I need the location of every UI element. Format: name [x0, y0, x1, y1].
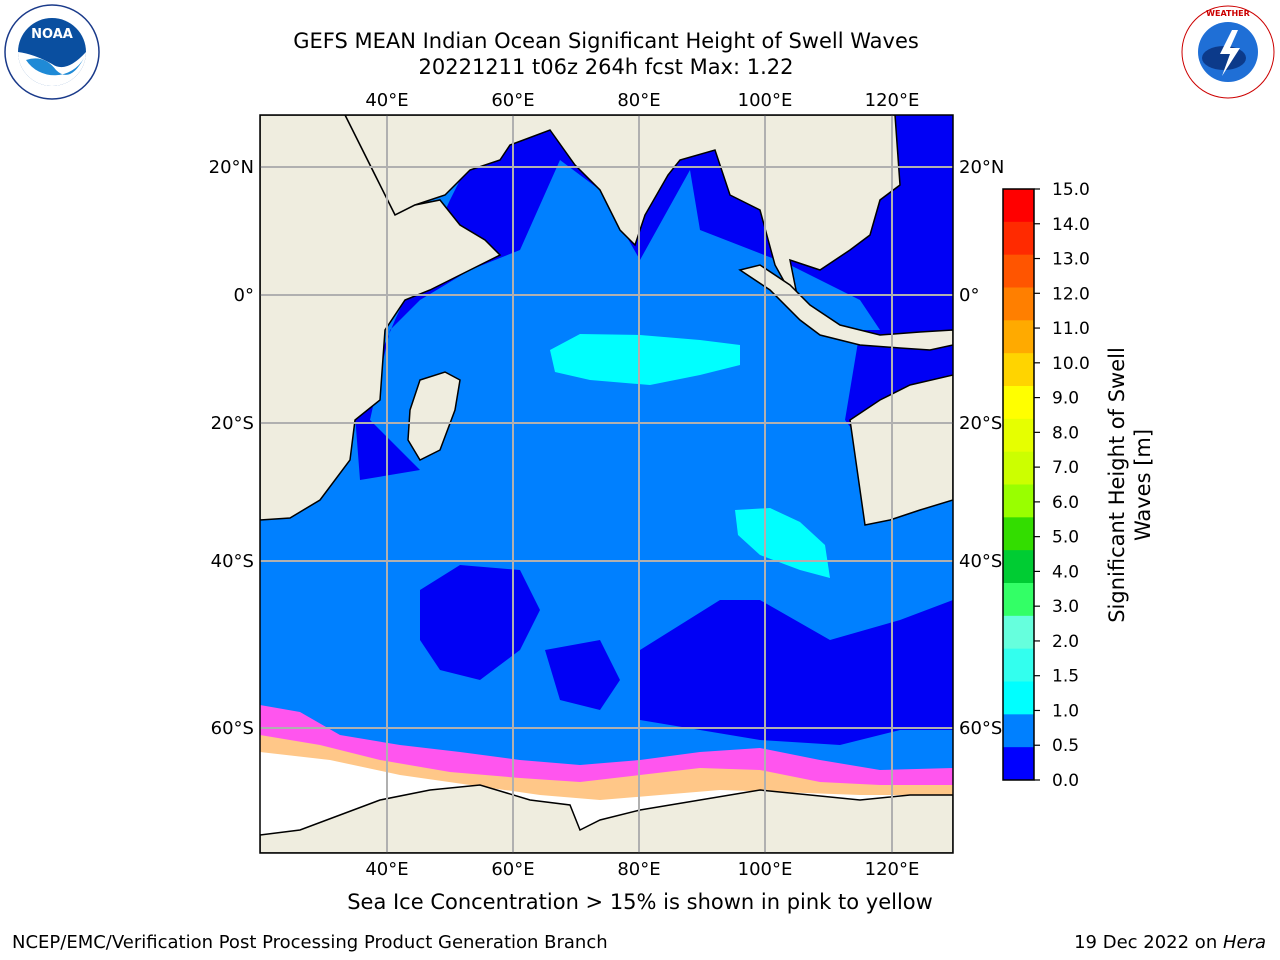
colorbar-tick-label: 0.0	[1052, 771, 1079, 791]
colorbar-segment	[1003, 517, 1034, 551]
lat-label: 20°N	[209, 157, 254, 178]
colorbar-label-line2: Waves [m]	[1131, 429, 1155, 541]
colorbar	[1003, 189, 1034, 781]
colorbar-segment	[1003, 320, 1034, 354]
colorbar-tick-label: 1.5	[1052, 667, 1079, 687]
colorbar-frame	[1002, 188, 1035, 781]
map-gridlines	[260, 115, 953, 853]
land-antarctica	[260, 784, 953, 853]
colorbar-segment	[1003, 681, 1034, 715]
colorbar-tick-label: 6.0	[1052, 493, 1079, 513]
lon-label: 60°E	[491, 90, 534, 111]
colorbar-segment	[1003, 550, 1034, 584]
map-subtitle: 20221211 t06z 264h fcst Max: 1.22	[418, 55, 794, 79]
lat-label: 60°S	[959, 718, 1002, 739]
lat-label: 20°S	[211, 413, 254, 434]
svg-text:NOAA: NOAA	[31, 27, 73, 42]
colorbar-segment	[1003, 747, 1034, 781]
colorbar-segment	[1003, 484, 1034, 518]
nws-logo: WEATHER	[1181, 5, 1275, 99]
colorbar-segment	[1003, 451, 1034, 485]
lon-label: 80°E	[617, 859, 660, 880]
lat-labels-left: 20°N 0° 20°S 40°S 60°S	[209, 157, 254, 739]
colorbar-segment	[1003, 254, 1034, 288]
map-content	[260, 115, 953, 853]
colorbar-segment	[1003, 714, 1034, 748]
colorbar-tick-label: 12.0	[1052, 284, 1090, 304]
colorbar-ticks: 15.0 14.0 13.0 12.0 11.0 10.0 9.0 8.0 7.0 6.0 5.0 4…	[1034, 180, 1090, 791]
colorbar-segment	[1003, 353, 1034, 387]
lon-label: 100°E	[738, 859, 793, 880]
colorbar-segment	[1003, 189, 1034, 223]
lat-label: 40°S	[959, 551, 1002, 572]
low-swell-patch-3	[640, 600, 953, 745]
colorbar-segment	[1003, 418, 1034, 453]
lon-label: 40°E	[365, 859, 408, 880]
svg-text:WEATHER: WEATHER	[1206, 9, 1250, 18]
map-title: GEFS MEAN Indian Ocean Significant Heigh…	[293, 29, 919, 53]
lon-label: 120°E	[865, 859, 920, 880]
map-frame	[259, 114, 954, 854]
colorbar-tick-label: 7.0	[1052, 458, 1079, 478]
colorbar-segment	[1003, 615, 1034, 650]
lat-label: 20°S	[959, 413, 1002, 434]
low-swell-patch-1	[420, 565, 540, 680]
colorbar-segment	[1003, 287, 1034, 321]
lat-labels-right: 20°N 0° 20°S 40°S 60°S	[959, 157, 1004, 739]
lon-labels-bottom: 40°E 60°E 80°E 100°E 120°E	[365, 859, 919, 880]
land-australia	[849, 374, 953, 526]
noaa-logo: NOAA	[4, 4, 100, 100]
land-madagascar	[407, 371, 461, 461]
lon-label: 120°E	[865, 90, 920, 111]
colorbar-tick-label: 13.0	[1052, 250, 1090, 270]
colorbar-segment	[1003, 386, 1034, 420]
lon-labels-top: 40°E 60°E 80°E 100°E 120°E	[365, 90, 919, 111]
lat-label: 0°	[234, 285, 254, 306]
colorbar-tick-label: 2.0	[1052, 632, 1079, 652]
colorbar-tick-label: 14.0	[1052, 215, 1090, 235]
lat-label: 60°S	[211, 718, 254, 739]
land-africa	[260, 115, 502, 521]
colorbar-label-line1: Significant Height of Swell	[1105, 347, 1129, 623]
colorbar-tick-label: 1.0	[1052, 701, 1079, 721]
land-north	[260, 115, 901, 311]
footer-right: 19 Dec 2022 on Hera	[1074, 932, 1266, 953]
colorbar-segment	[1003, 221, 1034, 256]
colorbar-tick-label: 5.0	[1052, 528, 1079, 548]
colorbar-tick-label: 15.0	[1052, 180, 1090, 200]
colorbar-tick-label: 9.0	[1052, 389, 1079, 409]
lat-label: 40°S	[211, 551, 254, 572]
footer-left: NCEP/EMC/Verification Post Processing Pr…	[12, 932, 608, 953]
lon-label: 100°E	[738, 90, 793, 111]
colorbar-tick-label: 11.0	[1052, 319, 1090, 339]
lat-label: 20°N	[959, 157, 1004, 178]
low-swell-patch-2	[545, 640, 620, 710]
colorbar-segment	[1003, 583, 1034, 617]
colorbar-tick-label: 0.5	[1052, 736, 1079, 756]
sea-ice-caption: Sea Ice Concentration > 15% is shown in …	[347, 890, 933, 914]
colorbar-tick-label: 10.0	[1052, 354, 1090, 374]
lon-label: 80°E	[617, 90, 660, 111]
lon-label: 40°E	[365, 90, 408, 111]
footer-machine: Hera	[1222, 932, 1266, 953]
colorbar-label: Significant Height of Swell Waves [m]	[1105, 347, 1155, 623]
lat-label: 0°	[959, 285, 979, 306]
colorbar-segment	[1003, 648, 1034, 682]
colorbar-tick-label: 3.0	[1052, 597, 1079, 617]
lon-label: 60°E	[491, 859, 534, 880]
swell-patch-central	[550, 334, 740, 385]
colorbar-tick-label: 4.0	[1052, 562, 1079, 582]
colorbar-tick-label: 8.0	[1052, 423, 1079, 443]
footer-date: 19 Dec 2022 on	[1074, 932, 1223, 953]
